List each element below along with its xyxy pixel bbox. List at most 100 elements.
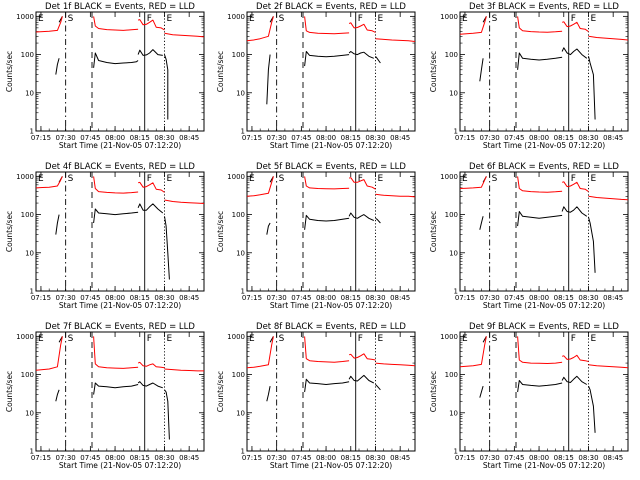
y-tick-label: 1 — [241, 448, 245, 456]
chart-panel-4: Det 4f BLACK = Events, RED = LLD 1 10 100 10… — [5, 162, 205, 310]
events-series-segment — [517, 52, 563, 70]
lld-series-segment — [93, 16, 139, 31]
x-tick-label: 08:15 — [341, 454, 361, 462]
event-marker-label: S — [279, 14, 285, 24]
event-marker-label: F — [358, 14, 363, 24]
events-series-segment — [266, 222, 271, 235]
plot-frame — [246, 11, 416, 132]
event-marker-label: E — [462, 174, 468, 184]
event-marker-label: E — [462, 14, 468, 24]
x-tick-label: 08:45 — [179, 454, 199, 462]
chart-panel-2: Det 2f BLACK = Events, RED = LLD 1 10 100 10… — [216, 2, 416, 150]
lld-series-segment — [35, 336, 63, 371]
events-series-segment — [348, 212, 375, 221]
lld-series-segment — [348, 353, 376, 361]
chart-title: Det 2f BLACK = Events, RED = LLD — [256, 2, 406, 12]
y-axis-label: Counts/sec — [216, 51, 225, 92]
event-marker-label: F — [571, 14, 576, 24]
x-tick-label: 07:45 — [504, 454, 524, 462]
x-axis-label: Start Time (21-Nov-05 07:12:20) — [59, 301, 181, 310]
events-series-segment — [304, 214, 350, 230]
plot-frame — [35, 171, 205, 292]
events-series-segment — [588, 385, 596, 433]
plot-frame — [246, 331, 416, 452]
event-marker-label: E — [462, 334, 468, 344]
events-series-segment — [375, 55, 381, 64]
lld-series-segment — [561, 21, 589, 33]
events-series-segment — [517, 380, 563, 393]
x-tick-label: 07:45 — [504, 294, 524, 302]
x-tick-label: 08:15 — [130, 134, 150, 142]
x-tick-label: 07:15 — [242, 454, 262, 462]
y-tick-label: 1000 — [227, 173, 245, 181]
events-series-segment — [164, 54, 169, 120]
x-tick-label: 07:45 — [504, 134, 524, 142]
x-tick-label: 08:45 — [390, 294, 410, 302]
y-tick-label: 1 — [30, 128, 34, 136]
x-tick-label: 07:30 — [267, 454, 287, 462]
x-axis-label: Start Time (21-Nov-05 07:12:20) — [270, 461, 392, 470]
event-marker-label: E — [38, 334, 44, 344]
event-marker-label: F — [358, 174, 363, 184]
x-tick-label: 08:45 — [390, 454, 410, 462]
y-tick-label: 10 — [236, 89, 245, 97]
lld-series-segment — [304, 336, 350, 363]
x-tick-label: 07:15 — [242, 294, 262, 302]
x-tick-label: 08:15 — [130, 454, 150, 462]
plot-frame — [459, 11, 629, 132]
lld-series-segment — [459, 176, 487, 189]
event-marker-label: E — [166, 174, 172, 184]
chart-panel-6: Det 6f BLACK = Events, RED = LLD 1 10 100 10… — [429, 162, 629, 310]
events-series-segment — [55, 58, 60, 75]
x-axis-label: Start Time (21-Nov-05 07:12:20) — [270, 301, 392, 310]
x-tick-label: 08:30 — [365, 134, 385, 142]
x-tick-label: 07:45 — [291, 294, 311, 302]
events-series-segment — [137, 49, 163, 56]
event-marker-label: F — [147, 334, 152, 344]
events-series-segment — [588, 217, 596, 273]
event-marker-label: S — [492, 174, 498, 184]
x-tick-label: 08:15 — [341, 294, 361, 302]
x-tick-label: 07:30 — [480, 454, 500, 462]
event-marker-label: E — [377, 334, 383, 344]
x-tick-label: 07:15 — [31, 294, 51, 302]
events-series-segment — [348, 51, 374, 59]
events-series-segment — [561, 206, 588, 217]
y-axis-label: Counts/sec — [216, 371, 225, 412]
x-tick-label: 07:30 — [480, 134, 500, 142]
event-marker-label: S — [492, 14, 498, 24]
event-marker-label: E — [377, 174, 383, 184]
events-series-segment — [561, 47, 588, 59]
events-series-segment — [375, 384, 381, 391]
lld-series-segment — [246, 336, 274, 369]
lld-series-segment — [164, 32, 205, 38]
chart-title: Det 6f BLACK = Events, RED = LLD — [469, 162, 619, 172]
lld-series-segment — [164, 368, 204, 372]
y-tick-label: 1000 — [227, 13, 245, 21]
y-tick-label: 1000 — [440, 173, 458, 181]
lld-series-segment — [375, 193, 416, 198]
x-tick-label: 08:15 — [130, 294, 150, 302]
x-tick-label: 08:30 — [365, 454, 385, 462]
y-tick-label: 10 — [236, 249, 245, 257]
y-tick-label: 10 — [236, 409, 245, 417]
events-series-segment — [375, 217, 381, 224]
plot-frame — [459, 171, 629, 292]
x-axis-label: Start Time (21-Nov-05 07:12:20) — [483, 141, 605, 150]
chart-panel-9: Det 9f BLACK = Events, RED = LLD 1 10 100 10… — [429, 322, 629, 470]
event-marker-label: E — [166, 14, 172, 24]
x-tick-label: 07:30 — [56, 294, 76, 302]
x-tick-label: 08:45 — [179, 294, 199, 302]
y-axis-label: Counts/sec — [5, 51, 14, 92]
lld-series-segment — [93, 176, 139, 194]
y-tick-label: 1000 — [440, 13, 458, 21]
lld-series-segment — [517, 176, 563, 193]
events-series-segment — [588, 56, 596, 120]
y-tick-label: 100 — [232, 371, 245, 379]
x-tick-label: 08:30 — [578, 454, 598, 462]
lld-series-segment — [561, 354, 589, 362]
x-tick-label: 07:45 — [80, 454, 100, 462]
events-series-segment — [93, 52, 139, 68]
event-marker-label: E — [38, 14, 44, 24]
y-axis-label: Counts/sec — [216, 211, 225, 252]
